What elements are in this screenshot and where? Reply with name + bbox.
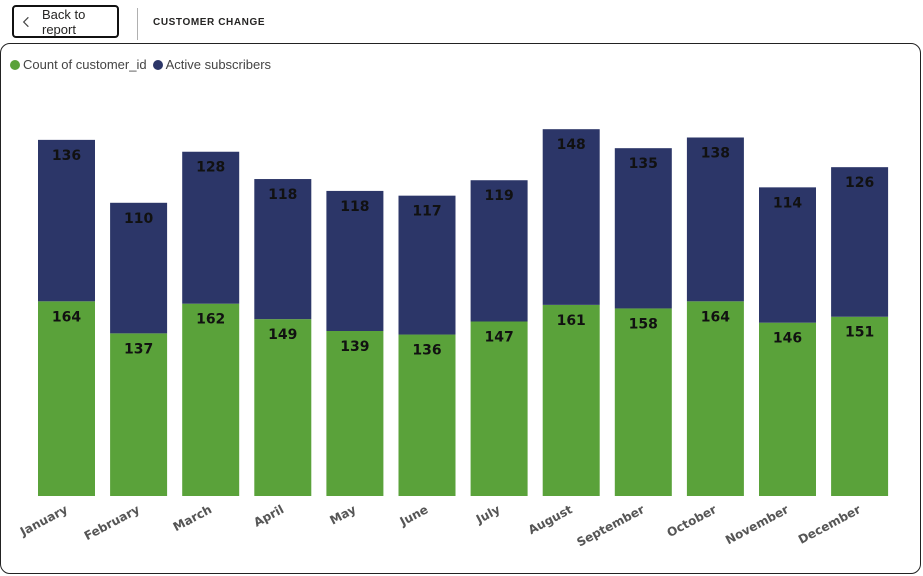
bar-count-april[interactable]: [254, 319, 312, 496]
back-button-label: Back to report: [41, 6, 86, 37]
legend-dot-count: [10, 59, 20, 70]
data-label-active-july: 119: [484, 188, 513, 204]
data-label-count-october: 164: [701, 309, 730, 325]
x-tick-label-july: July: [473, 502, 503, 527]
bar-active-december[interactable]: [831, 167, 889, 317]
data-label-active-june: 117: [412, 204, 441, 220]
chevron-left-icon: [22, 16, 29, 27]
bar-count-july[interactable]: [470, 321, 528, 496]
data-label-active-february: 110: [124, 211, 153, 227]
legend-item-count[interactable]: Count of customer_id: [10, 57, 147, 72]
bar-count-august[interactable]: [542, 304, 600, 496]
data-label-active-november: 114: [773, 195, 802, 211]
bar-active-august[interactable]: [542, 129, 600, 305]
bar-count-march[interactable]: [182, 303, 240, 496]
data-label-count-june: 136: [412, 343, 441, 359]
data-label-count-may: 139: [340, 339, 369, 355]
data-label-active-august: 148: [557, 137, 586, 153]
header-divider: [137, 8, 138, 40]
x-tick-label-november: November: [723, 502, 791, 547]
bar-active-january[interactable]: [38, 139, 95, 302]
x-tick-label-september: September: [574, 502, 646, 549]
data-label-count-april: 149: [268, 327, 297, 343]
bar-count-june[interactable]: [398, 334, 456, 496]
legend-label-count: Count of customer_id: [23, 57, 147, 72]
x-tick-label-january: January: [17, 502, 70, 539]
data-label-count-september: 158: [629, 316, 658, 332]
legend-dot-active: [152, 59, 163, 70]
data-label-count-august: 161: [557, 313, 586, 329]
bar-active-july[interactable]: [470, 180, 528, 322]
bar-active-october[interactable]: [686, 137, 744, 302]
x-tick-label-february: February: [82, 502, 142, 543]
legend-label-active: Active subscribers: [165, 57, 272, 72]
data-label-active-december: 126: [845, 175, 874, 191]
data-label-count-january: 164: [52, 309, 81, 325]
data-label-count-december: 151: [845, 325, 874, 341]
bar-active-march[interactable]: [182, 151, 240, 304]
bar-count-december[interactable]: [831, 316, 889, 496]
data-label-count-february: 137: [124, 341, 153, 357]
legend-item-active[interactable]: Active subscribers: [152, 57, 272, 72]
data-label-count-july: 147: [484, 329, 513, 345]
x-tick-label-october: October: [665, 502, 719, 540]
bar-count-february[interactable]: [110, 333, 168, 496]
back-to-report-button[interactable]: Back to report: [12, 5, 119, 38]
bar-active-september[interactable]: [614, 148, 672, 309]
bar-count-may[interactable]: [326, 330, 384, 496]
data-label-active-april: 118: [268, 187, 297, 203]
bar-count-october[interactable]: [686, 301, 744, 496]
x-tick-label-december: December: [796, 502, 863, 547]
x-tick-label-march: March: [171, 502, 214, 534]
chart-legend: Count of customer_id Active subscribers: [10, 57, 277, 72]
data-label-count-march: 162: [196, 312, 225, 328]
data-label-active-march: 128: [196, 160, 225, 176]
bar-active-april[interactable]: [254, 179, 312, 320]
page-title: CUSTOMER CHANGE: [153, 17, 266, 28]
bar-count-november[interactable]: [759, 322, 816, 496]
bar-count-january[interactable]: [38, 301, 95, 496]
data-label-active-october: 138: [701, 145, 730, 161]
bar-active-june[interactable]: [398, 195, 456, 335]
data-label-active-january: 136: [52, 148, 81, 164]
bar-active-november[interactable]: [759, 187, 816, 323]
data-label-active-may: 118: [340, 199, 369, 215]
x-tick-label-may: May: [327, 502, 358, 527]
x-tick-label-april: April: [251, 502, 286, 529]
bar-count-september[interactable]: [614, 308, 672, 496]
data-label-count-november: 146: [773, 331, 802, 347]
bar-active-february[interactable]: [110, 202, 168, 334]
bar-active-may[interactable]: [326, 190, 384, 331]
x-tick-label-june: June: [397, 502, 431, 529]
data-label-active-september: 135: [629, 156, 658, 172]
x-tick-label-august: August: [526, 502, 575, 537]
